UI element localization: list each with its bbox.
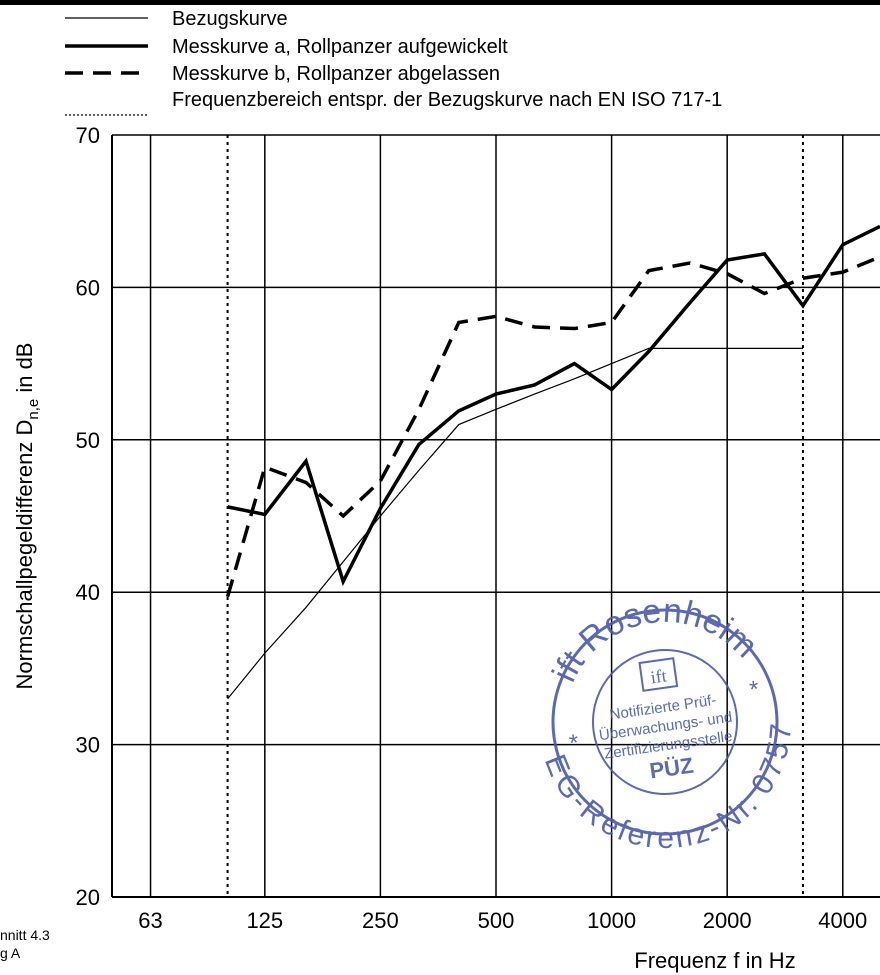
x-axis-label: Frequenz f in Hz	[634, 948, 795, 973]
series-line	[227, 347, 803, 700]
legend-label: Bezugskurve	[172, 8, 288, 30]
y-tick-label: 60	[76, 275, 100, 300]
y-tick-label: 70	[76, 123, 100, 148]
annotation: nnitt 4.3	[0, 927, 50, 943]
annotation: g A	[0, 945, 21, 961]
series-line	[225, 255, 880, 598]
x-tick-label: 125	[246, 908, 283, 933]
stamp-logo-box	[638, 657, 679, 692]
plot	[225, 135, 880, 897]
x-tick-label: 1000	[587, 908, 636, 933]
stamp-line: PÜZ	[648, 753, 695, 784]
x-tick-label: 250	[362, 908, 399, 933]
legend-label: Messkurve a, Rollpanzer aufgewickelt	[172, 36, 508, 58]
stamp: ift Rosenheim EG-Referenz-Nr. 0757 ift N…	[536, 578, 813, 872]
y-axis-label: Normschallpegeldifferenz Dn,e in dB	[12, 343, 42, 690]
x-tick-label: 500	[478, 908, 515, 933]
y-tick-label: 50	[76, 428, 100, 453]
stamp-ring	[551, 608, 779, 836]
legend-label: Frequenzbereich entspr. der Bezugskurve …	[172, 89, 722, 111]
stamp-star: *	[568, 729, 581, 757]
series-line	[227, 224, 880, 587]
stamp-star: *	[748, 676, 761, 704]
y-tick-label: 30	[76, 733, 100, 758]
stamp-logo: ift	[649, 665, 668, 687]
x-tick-label: 4000	[818, 908, 867, 933]
y-axis-label-suffix: in dB	[12, 343, 37, 399]
y-axis-label-sub: n,e	[25, 399, 42, 420]
stamp-ring	[592, 649, 738, 795]
y-tick-label: 20	[76, 885, 100, 910]
y-tick-label: 40	[76, 580, 100, 605]
legend-label: Messkurve b, Rollpanzer abgelassen	[172, 63, 500, 85]
y-axis-label-main: Normschallpegeldifferenz D	[12, 420, 37, 690]
x-tick-label: 2000	[703, 908, 752, 933]
top-bar	[0, 0, 880, 5]
x-tick-label: 63	[138, 908, 162, 933]
